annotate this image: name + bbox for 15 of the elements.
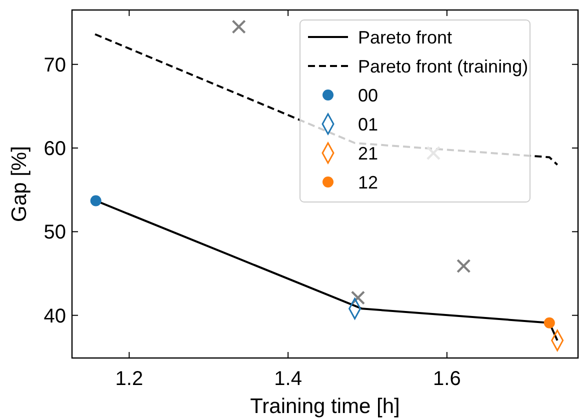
x-tick-label: 1.4 [274, 368, 302, 390]
legend-label: Pareto front (training) [358, 56, 528, 76]
y-axis-title: Gap [%] [8, 146, 31, 222]
y-tick-label: 60 [44, 138, 66, 160]
x-tick-label: 1.6 [433, 368, 461, 390]
legend-label: 12 [358, 172, 378, 192]
y-tick-label: 50 [44, 222, 66, 244]
legend-label: 01 [358, 114, 378, 134]
y-tick-label: 70 [44, 54, 66, 76]
y-tick-label: 40 [44, 305, 66, 328]
legend-label: Pareto front [358, 27, 452, 48]
x-axis-title: Training time [h] [250, 395, 400, 418]
legend-label: 21 [358, 143, 378, 164]
legend-label: 00 [358, 85, 378, 106]
x-tick-label: 1.2 [115, 368, 144, 390]
